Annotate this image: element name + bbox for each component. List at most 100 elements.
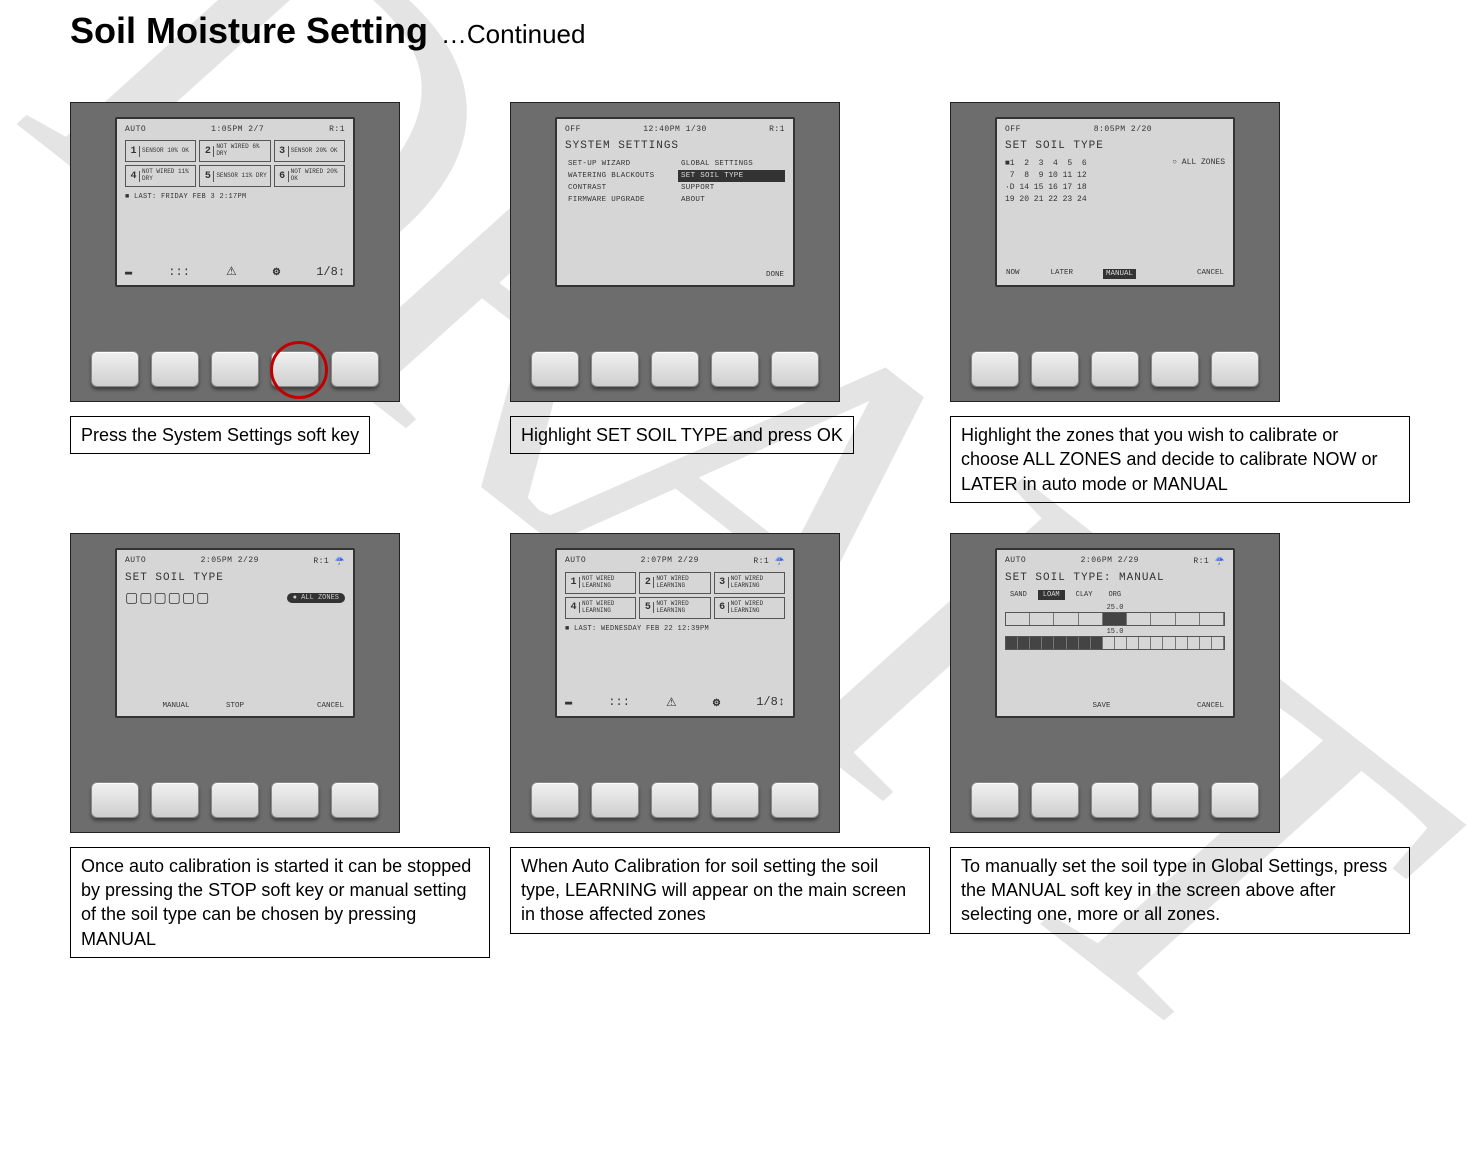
soft-icon[interactable]: 1/8↕ [756, 695, 785, 709]
softkey[interactable]: NOW [1005, 269, 1021, 279]
soft-icon[interactable]: 1/8↕ [316, 265, 345, 279]
gauge-cell [1067, 637, 1079, 649]
hardware-button[interactable] [1091, 351, 1139, 387]
menu-item[interactable]: CONTRAST [565, 182, 672, 194]
hardware-button[interactable] [151, 351, 199, 387]
softkey[interactable]: LATER [1050, 269, 1075, 279]
menu-item[interactable]: GLOBAL SETTINGS [678, 158, 785, 170]
gauge-cell [1006, 637, 1018, 649]
zone-status: NOT WIRED 20% OK [291, 169, 342, 182]
zone-status: NOT WIRED 11% DRY [142, 169, 193, 182]
softkey[interactable]: CANCEL [1196, 269, 1225, 279]
softkey-icon-row: ▬:::⚠ ⚙ 1/8↕ [125, 264, 345, 279]
soft-icon[interactable]: ⚠ [226, 264, 237, 279]
zone-status: NOT WIRED LEARNING [656, 576, 707, 589]
menu-item[interactable]: FIRMWARE UPGRADE [565, 194, 672, 206]
menu-item[interactable]: ABOUT [678, 194, 785, 206]
soil-type-label[interactable]: ORG [1103, 590, 1126, 600]
zone-grid: 1NOT WIRED LEARNING2NOT WIRED LEARNING3N… [565, 572, 785, 619]
hardware-button[interactable] [771, 782, 819, 818]
zone-box: 6NOT WIRED LEARNING [714, 597, 785, 619]
hardware-button[interactable] [591, 351, 639, 387]
page-title-suffix: …Continued [441, 19, 586, 50]
panel-caption: When Auto Calibration for soil setting t… [510, 847, 930, 934]
soil-type-label[interactable]: CLAY [1071, 590, 1098, 600]
zone-number: 6 [277, 171, 289, 182]
hardware-button[interactable] [271, 782, 319, 818]
zone-boxes[interactable]: ▢▢▢▢▢▢ [125, 590, 210, 607]
soft-icon[interactable]: ::: [608, 695, 630, 709]
soft-icon[interactable]: ::: [168, 265, 190, 279]
hardware-button[interactable] [151, 782, 199, 818]
hardware-button[interactable] [591, 782, 639, 818]
hardware-button[interactable] [971, 782, 1019, 818]
hardware-button[interactable] [1031, 782, 1079, 818]
softkey[interactable]: SAVE [1091, 702, 1111, 710]
hardware-button[interactable] [531, 351, 579, 387]
hardware-button[interactable] [531, 782, 579, 818]
menu-col-left: SET-UP WIZARDWATERING BLACKOUTSCONTRASTF… [565, 158, 672, 206]
panel: AUTO2:05PM 2/29R:1 ☔SET SOIL TYPE▢▢▢▢▢▢●… [70, 533, 490, 958]
zone-status: NOT WIRED LEARNING [731, 601, 782, 614]
hardware-button[interactable] [651, 351, 699, 387]
hardware-button[interactable] [1211, 351, 1259, 387]
soft-icon[interactable]: ▬ [125, 265, 132, 279]
gauge-bottom[interactable] [1005, 636, 1225, 650]
zone-box: 3NOT WIRED LEARNING [714, 572, 785, 594]
device-screen: OFF12:40PM 1/30R:1SYSTEM SETTINGSSET-UP … [555, 117, 795, 287]
device-screen: AUTO2:07PM 2/29R:1 ☔1NOT WIRED LEARNING2… [555, 548, 795, 718]
screen-title: SET SOIL TYPE [1005, 140, 1225, 152]
zone-number: 5 [202, 171, 214, 182]
hardware-button[interactable] [91, 351, 139, 387]
softkey[interactable]: MANUAL [161, 702, 190, 710]
softkey [1005, 702, 1007, 710]
hardware-button[interactable] [1091, 782, 1139, 818]
hardware-button[interactable] [1151, 351, 1199, 387]
soft-icon[interactable]: ⚠ [666, 695, 677, 710]
hardware-button[interactable] [1211, 782, 1259, 818]
softkey[interactable]: STOP [225, 702, 245, 710]
zone-box: 1SENSOR 10% OK [125, 140, 196, 162]
hardware-button[interactable] [331, 782, 379, 818]
soft-icon[interactable]: ⚙ [273, 264, 280, 279]
menu-item[interactable]: WATERING BLACKOUTS [565, 170, 672, 182]
gauge-cell [1103, 637, 1115, 649]
hardware-button[interactable] [971, 351, 1019, 387]
zone-number-grid[interactable]: ■1 2 3 4 5 6 7 8 9 10 11 12 ·D 14 15 16 … [1005, 158, 1087, 206]
status-right: R:1 ☔ [1193, 556, 1225, 566]
softkey[interactable]: MANUAL [1103, 269, 1136, 279]
softkey-done[interactable]: DONE [765, 271, 785, 279]
softkey[interactable]: CANCEL [316, 702, 345, 710]
screen-title: SET SOIL TYPE [125, 572, 345, 584]
hardware-button[interactable] [331, 351, 379, 387]
gauge-cell [1139, 637, 1151, 649]
menu-item[interactable]: SET SOIL TYPE [678, 170, 785, 182]
soft-icon[interactable]: ⚙ [713, 695, 720, 710]
hardware-button[interactable] [711, 351, 759, 387]
hardware-button[interactable] [1151, 782, 1199, 818]
soil-type-label[interactable]: SAND [1005, 590, 1032, 600]
all-zones-option[interactable]: ○ ALL ZONES [1172, 158, 1225, 206]
gauge-cell [1054, 637, 1066, 649]
gauge-top[interactable] [1005, 612, 1225, 626]
hardware-button[interactable] [651, 782, 699, 818]
soil-type-label[interactable]: LOAM [1038, 590, 1065, 600]
soft-icon[interactable]: ▬ [565, 695, 572, 709]
hardware-button[interactable] [771, 351, 819, 387]
hardware-button[interactable] [211, 782, 259, 818]
menu-item[interactable]: SUPPORT [678, 182, 785, 194]
hardware-button[interactable] [711, 782, 759, 818]
softkey[interactable]: CANCEL [1196, 702, 1225, 710]
all-zones-pill[interactable]: ● ALL ZONES [287, 593, 345, 603]
menu-item[interactable]: SET-UP WIZARD [565, 158, 672, 170]
hardware-button[interactable] [91, 782, 139, 818]
gauge-cell [1006, 613, 1030, 625]
softkey-row: SAVE CANCEL [1005, 702, 1225, 710]
hardware-button[interactable] [1031, 351, 1079, 387]
hardware-button[interactable] [271, 351, 319, 387]
status-mid: 2:07PM 2/29 [641, 556, 699, 566]
status-right: R:1 [329, 125, 345, 134]
gauge-cell [1127, 637, 1139, 649]
hardware-button-row [531, 782, 819, 818]
hardware-button[interactable] [211, 351, 259, 387]
